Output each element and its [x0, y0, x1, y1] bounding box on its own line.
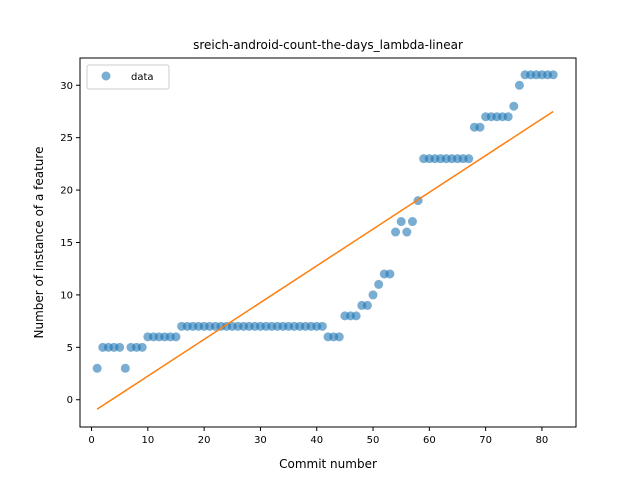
data-point: [137, 342, 147, 352]
x-tick-label: 20: [198, 435, 211, 446]
data-layer: [92, 70, 558, 410]
y-tick-label: 0: [67, 395, 73, 406]
data-point: [407, 217, 417, 227]
chart-title: sreich-android-count-the-days_lambda-lin…: [193, 38, 463, 52]
data-point: [503, 112, 513, 122]
legend-marker-data: [101, 71, 111, 81]
legend: data: [86, 64, 170, 90]
y-tick-label: 10: [60, 290, 73, 301]
data-point: [120, 363, 130, 373]
data-point: [317, 321, 327, 331]
y-axis-label: Number of instance of a feature: [32, 147, 46, 339]
data-point: [509, 101, 519, 111]
data-point: [514, 80, 524, 90]
x-tick-label: 50: [367, 435, 380, 446]
data-point: [362, 300, 372, 310]
x-tick-label: 80: [536, 435, 549, 446]
data-point: [475, 122, 485, 132]
data-point: [351, 311, 361, 321]
x-tick-label: 0: [88, 435, 94, 446]
data-point: [368, 290, 378, 300]
x-axis: 0 10 20 30 40 50 60 70 80: [88, 427, 548, 446]
y-tick-label: 5: [67, 343, 73, 354]
y-tick-label: 25: [60, 133, 73, 144]
y-tick-label: 15: [60, 238, 73, 249]
x-axis-label: Commit number: [279, 457, 377, 471]
legend-box: [86, 64, 170, 90]
y-tick-label: 30: [60, 81, 73, 92]
fit-line: [96, 110, 554, 410]
x-tick-label: 10: [141, 435, 154, 446]
x-tick-label: 60: [423, 435, 436, 446]
data-point: [334, 332, 344, 342]
x-tick-label: 40: [310, 435, 323, 446]
data-point: [396, 217, 406, 227]
x-tick-label: 70: [479, 435, 492, 446]
data-point: [402, 227, 412, 237]
y-axis: 0 5 10 15 20 25 30: [60, 81, 80, 406]
y-tick-label: 20: [60, 186, 73, 197]
data-point: [92, 363, 102, 373]
data-point: [115, 342, 125, 352]
data-point: [385, 269, 395, 279]
legend-label-data: data: [131, 72, 154, 83]
data-point: [171, 332, 181, 342]
x-tick-label: 30: [254, 435, 267, 446]
data-point: [548, 70, 558, 80]
data-point: [374, 279, 384, 289]
data-point: [464, 154, 474, 164]
data-point: [391, 227, 401, 237]
